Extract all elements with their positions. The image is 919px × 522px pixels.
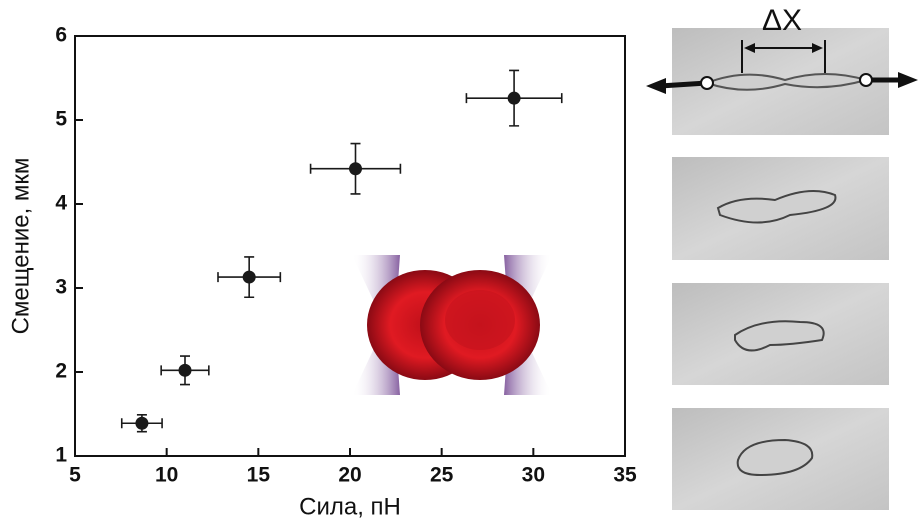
x-tick-label: 25 xyxy=(430,464,454,487)
y-tick-label: 3 xyxy=(55,276,67,299)
delta-x-label: ΔX xyxy=(762,4,802,37)
photo-panels xyxy=(646,28,918,510)
point xyxy=(242,270,256,284)
x-tick-label: 15 xyxy=(247,464,271,487)
y-tick-label: 2 xyxy=(55,360,67,383)
x-tick-label: 35 xyxy=(613,464,637,487)
x-tick-label: 30 xyxy=(522,464,545,487)
x-axis-label: Сила, пН xyxy=(299,493,401,520)
cell-illustration xyxy=(352,255,552,395)
y-tick-label: 4 xyxy=(55,192,67,215)
y-tick-label: 6 xyxy=(55,24,67,47)
point xyxy=(135,416,149,430)
x-tick-label: 20 xyxy=(338,464,361,487)
point xyxy=(178,363,192,377)
x-tick-label: 10 xyxy=(155,464,178,487)
x-tick-label: 5 xyxy=(69,464,81,487)
y-axis-label: Смещение, мкм xyxy=(7,158,34,335)
y-tick-label: 5 xyxy=(55,108,67,131)
y-tick-label: 1 xyxy=(55,444,67,467)
point xyxy=(349,162,362,176)
point xyxy=(507,91,521,105)
